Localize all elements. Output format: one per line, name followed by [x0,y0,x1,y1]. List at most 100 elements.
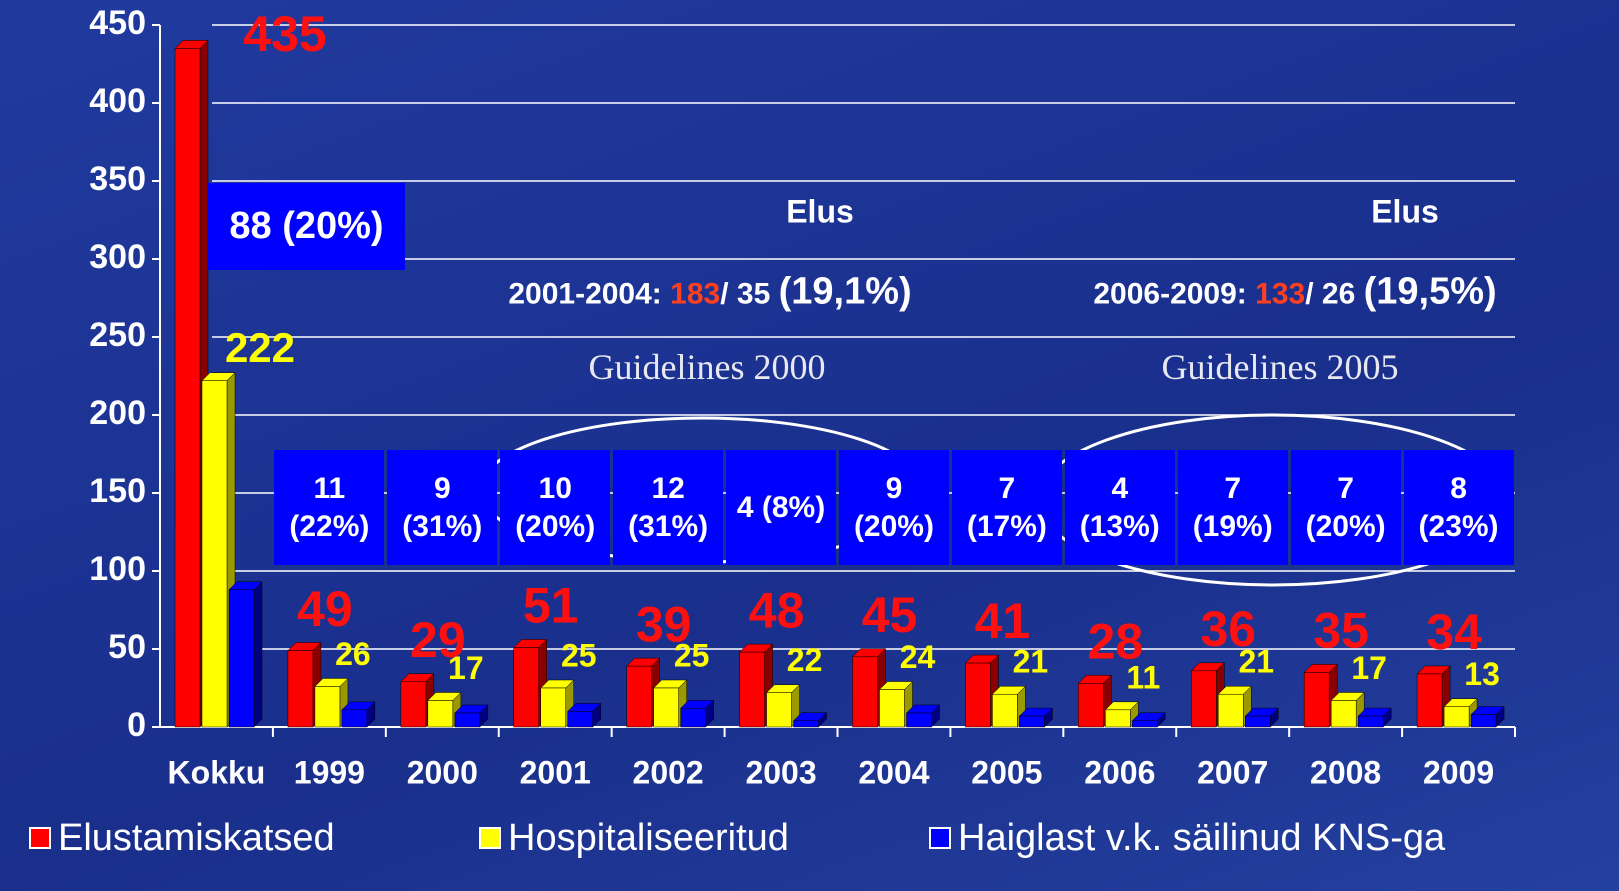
x-tick-label: 2008 [1310,754,1381,790]
data-label: 29 [410,612,466,668]
data-label: 10 (20%) [515,472,596,543]
value-label-box: 7 (20%) [1290,450,1401,565]
data-label: 25 [561,637,597,673]
data-label: 39 [636,596,692,652]
annotation: Guidelines 2000 [588,347,826,387]
y-tick-label: 50 [108,628,146,666]
x-tick-label: 2004 [858,754,929,790]
data-label: 4 (13%) [1079,472,1160,543]
value-label-box: 7 (17%) [951,450,1062,565]
bar [766,692,792,728]
legend-label: Elustamiskatsed [58,817,335,859]
x-tick-label: Kokku [168,754,266,790]
kns: / 26 [1305,277,1356,311]
data-label: 9 (31%) [402,472,483,543]
x-tick-label: 2009 [1423,754,1494,790]
bar [1245,715,1271,728]
percent: (19,1%) [778,270,912,313]
survived: 183 [670,277,721,311]
data-label: 12 (31%) [628,472,709,543]
bar [1191,670,1217,728]
bar [965,662,991,728]
bar [626,665,652,728]
annotation: Elus [786,193,854,230]
bar [400,681,427,728]
bar [1303,672,1330,728]
value-label-box: 4 (8%) [726,450,837,565]
data-label: 25 [674,637,710,673]
data-label: 21 [1013,644,1049,680]
data-label: 7 (20%) [1305,472,1386,543]
bar [314,686,341,728]
data-label: 51 [523,578,579,634]
data-label: 17 [448,650,484,686]
percent: (19,5%) [1363,270,1497,313]
legend-label: Haiglast v.k. säilinud KNS-ga [958,817,1446,859]
bar [567,711,593,728]
bar [852,656,878,728]
x-tick-label: 2007 [1197,754,1268,790]
x-tick-label: 2003 [745,754,816,790]
period: 2001-2004: [508,277,662,311]
bar-side [253,581,263,728]
x-tick-label: 2001 [520,754,591,790]
data-label: 8 (23%) [1418,472,1499,543]
bar [1443,706,1470,728]
bar [1019,715,1045,728]
legend-swatch [29,827,51,849]
y-tick-label: 100 [89,550,146,588]
period-note: 2001-2004: 183/ 35 (19,1%) [508,271,911,314]
bar [427,700,454,728]
bar [454,712,481,728]
data-label: 11 (22%) [289,472,370,543]
bar [992,693,1018,728]
kns: / 35 [720,277,771,311]
bar [540,687,566,728]
y-tick-label: 300 [89,238,146,276]
data-label: 34 [1426,604,1482,660]
annotation: Elus [1371,193,1439,230]
y-tick-label: 200 [89,394,146,432]
bar [653,687,679,728]
bar [287,650,314,728]
value-label-box: 8 (23%) [1403,450,1514,565]
data-label: 28 [1088,614,1144,670]
value-label-box: 7 (19%) [1177,450,1288,565]
y-tick-label: 0 [127,706,146,744]
x-tick-label: 2002 [633,754,704,790]
data-label: 49 [297,581,353,637]
bar [1132,720,1158,728]
bar [1357,715,1384,728]
bar [1330,700,1357,728]
bar [1105,709,1131,728]
data-label: 24 [900,639,936,675]
x-tick-label: 1999 [294,754,365,790]
y-tick-label: 400 [89,82,146,120]
data-label: 9 (20%) [853,472,934,543]
data-label: 22 [787,642,823,678]
data-label: 17 [1351,650,1387,686]
legend-swatch [929,827,951,849]
survived: 133 [1255,277,1306,311]
bar [879,689,905,728]
value-label-box: 12 (31%) [613,450,724,565]
data-label: 7 (19%) [1192,472,1273,543]
period: 2006-2009: [1093,277,1247,311]
x-tick-label: 2000 [407,754,478,790]
bar [228,589,255,728]
value-label-box: 9 (20%) [838,450,949,565]
data-label: 48 [749,582,805,638]
legend-swatch [479,827,501,849]
bar [1416,673,1443,728]
data-label: 88 (20%) [229,204,384,247]
data-label: 7 (17%) [966,472,1047,543]
data-label: 36 [1200,601,1256,657]
bar [1218,693,1244,728]
value-label-box: 9 (31%) [387,450,498,565]
x-tick-label: 2006 [1084,754,1155,790]
y-tick-label: 450 [89,4,146,42]
data-label: 13 [1464,656,1500,692]
data-label: 11 [1126,659,1160,695]
